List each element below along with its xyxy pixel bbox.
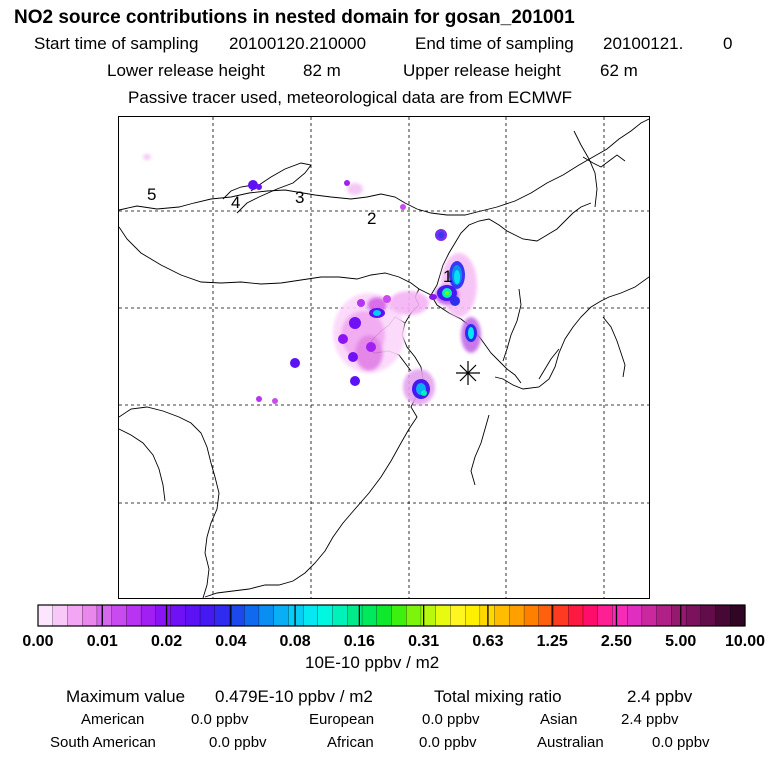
colorbar-tick-label: 2.50 <box>600 633 633 650</box>
region-asian-name: Asian <box>540 711 578 728</box>
tracer-note: Passive tracer used, meteorological data… <box>128 88 573 107</box>
colorbar-cell <box>671 604 687 627</box>
concentration-field <box>143 154 481 405</box>
colorbar-cell <box>509 604 525 627</box>
region-label-5: 5 <box>147 185 156 204</box>
region-label-2: 2 <box>367 209 376 228</box>
colorbar-cell <box>199 604 216 627</box>
colorbar-tick-label: 0.01 <box>86 633 118 650</box>
colorbar-cell <box>332 604 348 627</box>
colorbar-tick-label: 1.25 <box>536 633 568 650</box>
colorbar-cell <box>273 604 289 627</box>
region-south-american-name: South American <box>50 734 156 751</box>
total-mixing-value: 2.4 ppbv <box>627 687 693 706</box>
map-canvas: 1 2 3 4 5 <box>119 117 649 598</box>
region-australian-name: Australian <box>537 734 604 751</box>
colorbar-cell <box>612 604 628 627</box>
end-time-suffix: 0 <box>723 34 733 53</box>
region-label-4: 4 <box>231 193 240 212</box>
lower-height-label: Lower release height <box>107 61 265 80</box>
colorbar-cell <box>450 604 466 627</box>
colorbar <box>37 604 746 627</box>
colorbar-tick-label: 0.02 <box>150 633 183 650</box>
colorbar-cell <box>244 604 260 627</box>
colorbar-cell <box>568 604 584 627</box>
max-value-label: Maximum value <box>66 687 186 706</box>
colorbar-cell <box>288 604 304 627</box>
colorbar-cell <box>376 604 393 627</box>
colorbar-cells <box>37 604 746 627</box>
region-african-value: 0.0 ppbv <box>419 734 477 751</box>
colorbar-cell <box>347 604 363 627</box>
region-asian-value: 2.4 ppbv <box>621 711 679 728</box>
colorbar-tick-label: 10.00 <box>724 633 766 650</box>
colorbar-cell <box>96 604 113 627</box>
colorbar-cell <box>406 604 422 627</box>
colorbar-frame <box>37 604 746 627</box>
colorbar-cell <box>140 604 157 627</box>
colorbar-cell <box>700 604 717 627</box>
colorbar-cell <box>597 604 613 627</box>
upper-height-label: Upper release height <box>403 61 561 80</box>
colorbar-cell <box>523 604 540 627</box>
colorbar-cell <box>464 604 481 627</box>
colorbar-cell <box>302 604 319 627</box>
colorbar-cell <box>656 604 672 627</box>
colorbar-cell <box>37 604 54 627</box>
colorbar-cell <box>553 604 569 627</box>
receptor-asterisk-icon <box>456 361 480 385</box>
colorbar-tick-label: 0.16 <box>343 633 375 650</box>
region-labels: 1 2 3 4 5 <box>147 185 452 286</box>
total-mixing-label: Total mixing ratio <box>434 687 562 706</box>
region-european-value: 0.0 ppbv <box>422 711 480 728</box>
map-panel: 1 2 3 4 5 <box>118 116 650 599</box>
start-time-value: 20100120.210000 <box>229 34 367 53</box>
colorbar-cell <box>258 604 275 627</box>
colorbar-cell <box>111 604 127 627</box>
colorbar-cell <box>229 604 245 627</box>
colorbar-tick-label: 0.00 <box>22 633 54 650</box>
colorbar-cell <box>685 604 702 627</box>
colorbar-cell <box>52 604 69 627</box>
lower-height-value: 82 m <box>303 61 341 80</box>
colorbar-tick-label: 0.63 <box>472 633 504 650</box>
region-european-name: European <box>309 711 375 728</box>
colorbar-cell <box>391 604 407 627</box>
colorbar-cell <box>170 604 186 627</box>
colorbar-tick-label: 0.08 <box>279 633 311 650</box>
region-american-name: American <box>81 711 145 728</box>
region-south-american-value: 0.0 ppbv <box>209 734 267 751</box>
colorbar-cell <box>214 604 231 627</box>
colorbar-cell <box>185 604 201 627</box>
plot-title: NO2 source contributions in nested domai… <box>14 7 575 28</box>
colorbar-cell <box>627 604 643 627</box>
colorbar-tick-label: 5.00 <box>665 633 697 650</box>
colorbar-cell <box>67 604 83 627</box>
colorbar-cell <box>317 604 334 627</box>
colorbar-unit: 10E-10 ppbv / m2 <box>305 653 440 672</box>
colorbar-cell <box>155 604 172 627</box>
colorbar-major-dividers <box>101 605 682 626</box>
end-time-label: End time of sampling <box>415 34 574 53</box>
colorbar-cell <box>361 604 378 627</box>
max-value: 0.479E-10 ppbv / m2 <box>215 687 373 706</box>
colorbar-cell <box>82 604 98 627</box>
colorbar-cell <box>435 604 451 627</box>
upper-height-value: 62 m <box>600 61 638 80</box>
colorbar-tick-label: 0.31 <box>408 633 440 650</box>
colorbar-cell <box>730 604 746 627</box>
region-australian-value: 0.0 ppbv <box>652 734 710 751</box>
colorbar-cell <box>715 604 731 627</box>
colorbar-cell <box>582 604 599 627</box>
region-label-3: 3 <box>295 188 304 207</box>
colorbar-cell <box>641 604 658 627</box>
region-african-name: African <box>327 734 374 751</box>
colorbar-cell <box>494 604 510 627</box>
region-american-value: 0.0 ppbv <box>191 711 249 728</box>
start-time-label: Start time of sampling <box>34 34 199 53</box>
colorbar-cell <box>126 604 142 627</box>
end-time-value: 20100121. <box>603 34 684 53</box>
colorbar-tick-label: 0.04 <box>215 633 247 650</box>
region-label-1: 1 <box>443 267 452 286</box>
